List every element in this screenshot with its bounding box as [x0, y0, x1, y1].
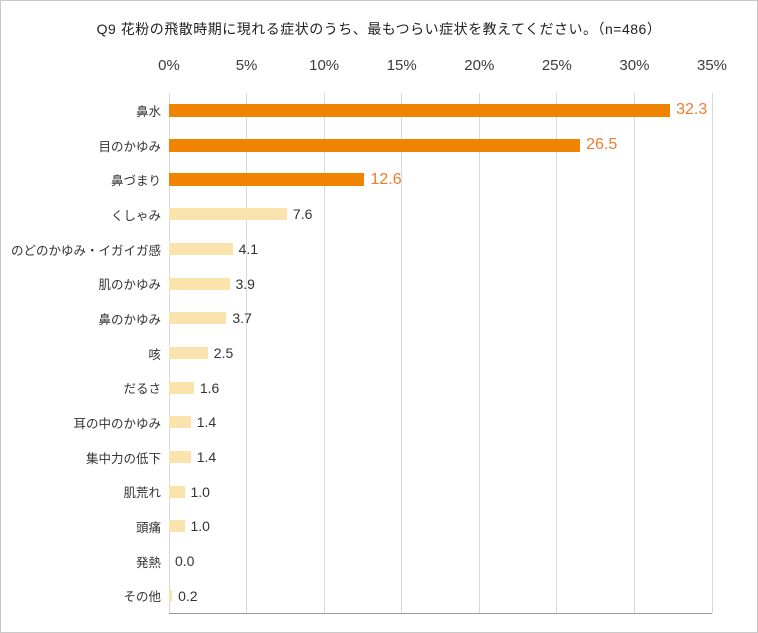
- bar-row: 耳の中のかゆみ 1.4: [1, 405, 712, 440]
- bar-row: 肌荒れ 1.0: [1, 474, 712, 509]
- bar: [169, 416, 191, 429]
- bar-row: 目のかゆみ 26.5: [1, 128, 712, 163]
- value-label: 32.3: [676, 101, 708, 119]
- category-label: 目のかゆみ: [98, 139, 161, 154]
- category-label: 肌のかゆみ: [98, 278, 161, 293]
- bar-row: 頭痛 1.0: [1, 509, 712, 544]
- bar: [169, 381, 194, 394]
- bar-row: だるさ 1.6: [1, 370, 712, 405]
- value-label: 12.6: [370, 170, 402, 188]
- x-axis-tick-label: 5%: [235, 57, 258, 74]
- category-label: 発熱: [135, 555, 161, 570]
- value-label: 7.6: [292, 206, 313, 223]
- value-label: 1.4: [196, 449, 217, 466]
- category-label: 肌荒れ: [123, 486, 161, 501]
- value-label: 2.5: [213, 345, 234, 362]
- gridline: [401, 93, 403, 613]
- bar-track: 3.9: [169, 266, 712, 301]
- gridline: [633, 93, 635, 613]
- bar: [169, 485, 185, 498]
- bar: [169, 103, 671, 117]
- value-label: 3.9: [235, 275, 255, 292]
- value-label: 1.0: [190, 518, 210, 535]
- bar: [169, 312, 227, 325]
- bar-track: 1.0: [169, 474, 712, 509]
- category-label: 頭痛: [135, 520, 161, 535]
- bar-row: 発熱 0.0: [1, 544, 712, 579]
- x-axis-tick-label: 35%: [696, 57, 728, 74]
- bar: [169, 243, 233, 256]
- gridline: [556, 93, 558, 613]
- bar-row: 鼻のかゆみ 3.7: [1, 301, 712, 336]
- bar: [169, 277, 230, 290]
- value-label: 4.1: [238, 241, 259, 258]
- value-label: 1.4: [196, 414, 217, 431]
- value-label: 1.0: [190, 483, 210, 500]
- x-axis-tick-label: 15%: [386, 57, 417, 74]
- bar-track: 4.1: [169, 232, 712, 267]
- value-label: 26.5: [586, 136, 618, 153]
- bar-row: くしゃみ 7.6: [1, 197, 712, 232]
- x-axis-tick-label: 0%: [158, 57, 180, 74]
- gridline: [478, 93, 480, 613]
- category-label: 鼻水: [135, 104, 161, 119]
- bar-track: 12.6: [169, 162, 712, 197]
- bar-row: 集中力の低下 1.4: [1, 440, 712, 475]
- bar-row: 鼻水 32.3: [1, 93, 712, 128]
- x-axis-tick-label: 30%: [619, 57, 650, 74]
- value-label: 0.0: [175, 553, 195, 570]
- bar: [169, 208, 287, 221]
- bar-track: 1.4: [169, 405, 712, 440]
- bar: [169, 347, 208, 360]
- bar-row: その他 0.2: [1, 578, 712, 613]
- value-label: 3.7: [232, 310, 252, 327]
- bar: [169, 520, 185, 533]
- gridline: [711, 93, 713, 613]
- bar: [169, 173, 365, 187]
- bar-row: 咳 2.5: [1, 336, 712, 371]
- bar-track: 7.6: [169, 197, 712, 232]
- bar-track: 1.4: [169, 440, 712, 475]
- bar-track: 0.0: [169, 544, 712, 579]
- value-label: 1.6: [199, 379, 220, 396]
- bar-row: のどのかゆみ・イガイガ感 4.1: [1, 232, 712, 267]
- bar: [169, 589, 173, 602]
- gridline: [323, 93, 325, 613]
- bar-track: 26.5: [169, 128, 712, 163]
- bar-row: 肌のかゆみ 3.9: [1, 266, 712, 301]
- bar-track: 2.5: [169, 336, 712, 371]
- bar-track: 3.7: [169, 301, 712, 336]
- bar-rows: 鼻水 32.3 目のかゆみ 26.5 鼻づまり 12.6 くしゃみ 7.6 のどのかゆみ・イガイ…: [1, 93, 712, 613]
- x-axis-tick-label: 25%: [541, 57, 572, 74]
- x-axis-tick-label: 20%: [464, 57, 495, 74]
- x-axis: 0% 5% 10% 15% 20% 25% 30% 35%: [158, 57, 727, 83]
- gridline: [246, 93, 248, 613]
- bar: [169, 451, 191, 464]
- chart-title: Q9 花粉の飛散時期に現れる症状のうち、最もつらい症状を教えてください。（n=4…: [96, 21, 662, 37]
- category-label: 集中力の低下: [85, 451, 161, 466]
- bar-track: 1.0: [169, 509, 712, 544]
- category-label: のどのかゆみ・イガイガ感: [10, 243, 161, 258]
- value-label: 0.2: [178, 587, 198, 604]
- category-label: 耳の中のかゆみ: [73, 416, 161, 431]
- bar-track: 1.6: [169, 370, 712, 405]
- bar: [169, 138, 581, 152]
- category-label: その他: [123, 590, 161, 605]
- category-label: 咳: [148, 347, 161, 362]
- category-label: 鼻のかゆみ: [98, 312, 161, 327]
- bar-track: 32.3: [169, 93, 712, 128]
- x-axis-tick-label: 10%: [309, 57, 340, 74]
- category-label: 鼻づまり: [110, 174, 161, 189]
- category-label: くしゃみ: [110, 208, 161, 223]
- category-label: だるさ: [123, 382, 161, 397]
- bar-row: 鼻づまり 12.6: [1, 162, 712, 197]
- bar-track: 0.2: [169, 578, 712, 613]
